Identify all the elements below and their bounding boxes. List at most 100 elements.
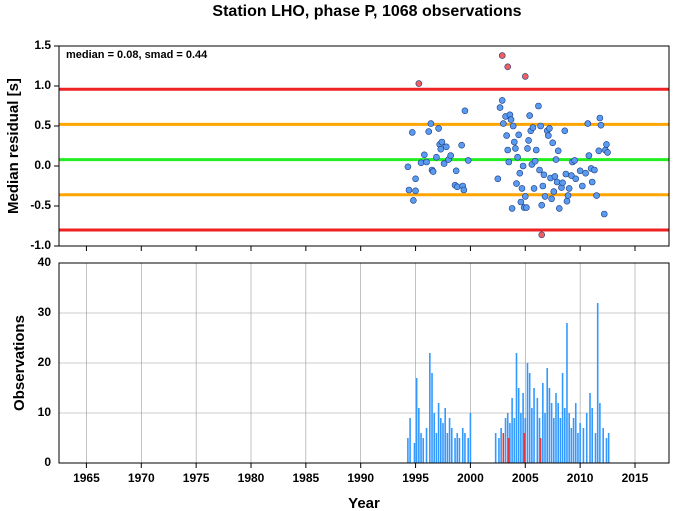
- bar: [454, 438, 456, 463]
- point: [518, 185, 526, 192]
- y-tick-label: 0: [44, 455, 51, 469]
- bar: [605, 438, 608, 463]
- y-tick-label: 1.0: [34, 78, 51, 92]
- point: [545, 132, 552, 139]
- x-tick-label: 1970: [128, 471, 155, 485]
- point: [549, 139, 557, 147]
- point: [525, 137, 532, 144]
- point: [509, 122, 517, 130]
- y-tick-label: 10: [38, 405, 52, 419]
- bar: [429, 353, 431, 463]
- bar: [494, 433, 497, 463]
- point: [504, 146, 512, 154]
- bar: [523, 433, 525, 463]
- point: [521, 73, 529, 80]
- bar: [548, 388, 551, 463]
- point: [453, 183, 461, 191]
- point: [427, 120, 435, 127]
- point: [410, 197, 417, 204]
- y-tick-label: 20: [38, 355, 52, 369]
- point: [433, 153, 440, 161]
- bar: [522, 393, 524, 463]
- point: [498, 97, 506, 104]
- point: [540, 171, 548, 179]
- point: [526, 112, 533, 119]
- bar: [544, 413, 546, 463]
- bar: [589, 393, 591, 463]
- point: [447, 152, 454, 159]
- bar: [570, 428, 573, 463]
- x-tick-label: 2015: [622, 471, 649, 485]
- point: [508, 205, 516, 212]
- point: [538, 201, 546, 209]
- bar: [533, 388, 535, 463]
- point: [514, 153, 521, 161]
- point: [503, 132, 510, 139]
- bar: [577, 433, 579, 463]
- point: [458, 141, 465, 149]
- bar: [418, 408, 420, 463]
- point: [564, 192, 572, 199]
- bar: [563, 408, 566, 463]
- bar: [594, 433, 597, 463]
- bar: [568, 413, 570, 463]
- bar: [461, 428, 464, 463]
- point: [582, 169, 589, 177]
- bar: [431, 373, 433, 463]
- point: [596, 114, 604, 122]
- point: [442, 143, 450, 151]
- y-tick-label: 0.0: [34, 158, 51, 172]
- point: [498, 52, 506, 59]
- bar: [464, 433, 466, 463]
- bar: [531, 408, 533, 463]
- x-tick-label: 1965: [73, 471, 100, 485]
- point: [551, 173, 559, 180]
- bar: [420, 433, 422, 463]
- point: [412, 175, 419, 183]
- bar: [542, 383, 544, 463]
- point: [452, 167, 460, 175]
- point: [562, 170, 570, 178]
- x-tick-label: 2000: [457, 471, 484, 485]
- bar: [422, 438, 425, 463]
- point: [553, 178, 561, 186]
- bar: [566, 323, 568, 463]
- bar: [539, 438, 542, 463]
- point: [415, 80, 423, 87]
- point: [438, 138, 446, 146]
- point: [568, 172, 575, 179]
- point: [555, 205, 563, 212]
- bar: [591, 408, 594, 463]
- x-tick-label: 1975: [183, 471, 210, 485]
- bar: [442, 423, 444, 463]
- bar: [467, 438, 470, 463]
- bar: [500, 428, 502, 463]
- point: [496, 104, 504, 111]
- point: [524, 145, 531, 152]
- point: [597, 121, 605, 129]
- bar: [446, 433, 449, 463]
- bar: [524, 418, 527, 463]
- point: [507, 116, 515, 123]
- point: [423, 158, 430, 166]
- bar: [511, 398, 513, 463]
- point: [537, 122, 544, 130]
- bar: [515, 353, 518, 463]
- point: [519, 162, 527, 170]
- point: [579, 182, 586, 190]
- point: [603, 141, 610, 148]
- bar: [448, 418, 451, 463]
- point: [563, 197, 571, 205]
- point: [513, 180, 520, 187]
- point: [460, 186, 468, 194]
- bar: [579, 423, 581, 463]
- point: [604, 149, 611, 156]
- bar: [415, 378, 418, 463]
- x-tick-label: 1990: [347, 471, 374, 485]
- point: [548, 195, 555, 203]
- bar: [469, 413, 472, 463]
- bar: [435, 433, 438, 463]
- point: [421, 151, 428, 159]
- point: [408, 129, 416, 136]
